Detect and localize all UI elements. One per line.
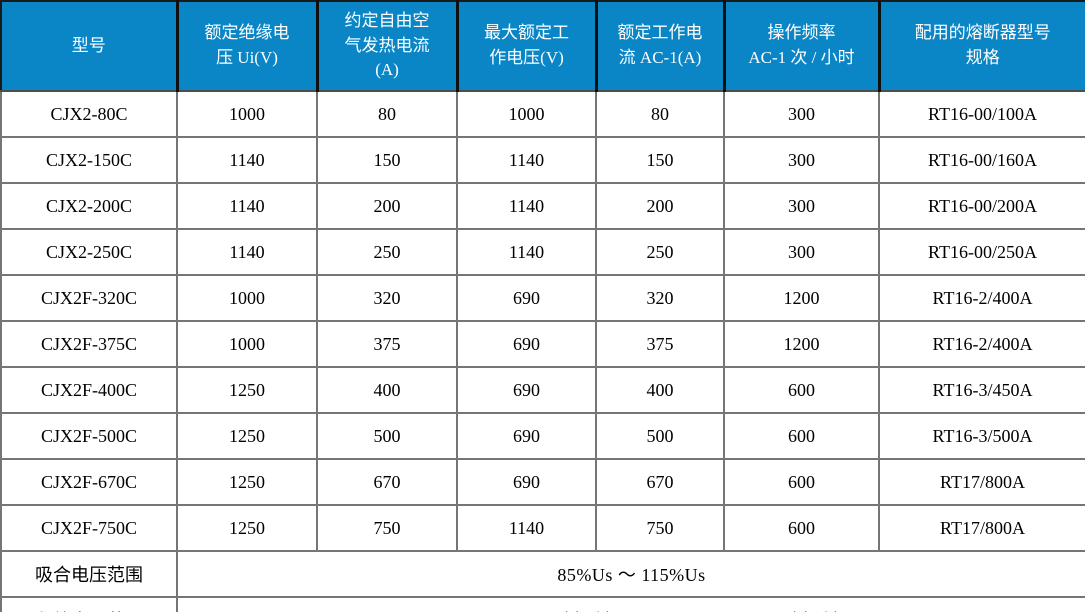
header-row: 型号 额定绝缘电 压 Ui(V) 约定自由空 气发热电流 (A) 最大额定工 作… xyxy=(1,1,1085,92)
operating-frequency-cell: 300 xyxy=(723,228,880,276)
insulation-voltage-cell: 1140 xyxy=(176,228,318,276)
max-working-voltage-cell: 1140 xyxy=(456,504,597,552)
fuse-spec-cell: RT16-00/100A xyxy=(878,90,1085,138)
release-voltage-row: 释放电压范围 20%Us ～ 75%Us（交流）； 10%Us ～ 70%Us（… xyxy=(0,596,1085,612)
operating-frequency-cell: 1200 xyxy=(723,274,880,322)
max-working-voltage-cell: 1140 xyxy=(456,228,597,276)
max-working-voltage-cell: 690 xyxy=(456,412,597,460)
table-row: CJX2F-670C 1250 670 690 670 600 RT17/800… xyxy=(0,458,1085,506)
working-current-cell: 375 xyxy=(595,320,725,368)
table-row: CJX2F-320C 1000 320 690 320 1200 RT16-2/… xyxy=(0,274,1085,322)
operating-frequency-cell: 600 xyxy=(723,412,880,460)
operating-frequency-cell: 600 xyxy=(723,458,880,506)
operating-frequency-cell: 300 xyxy=(723,90,880,138)
insulation-voltage-cell: 1250 xyxy=(176,412,318,460)
max-working-voltage-cell: 690 xyxy=(456,320,597,368)
insulation-voltage-cell: 1140 xyxy=(176,136,318,184)
pickup-voltage-value: 85%Us ～ 115%Us xyxy=(176,550,1085,598)
table-row: CJX2-200C 1140 200 1140 200 300 RT16-00/… xyxy=(0,182,1085,230)
table-row: CJX2F-500C 1250 500 690 500 600 RT16-3/5… xyxy=(0,412,1085,460)
model-cell: CJX2-200C xyxy=(0,182,178,230)
table-row: CJX2F-750C 1250 750 1140 750 600 RT17/80… xyxy=(0,504,1085,552)
fuse-spec-cell: RT17/800A xyxy=(878,504,1085,552)
working-current-cell: 150 xyxy=(595,136,725,184)
model-cell: CJX2F-320C xyxy=(0,274,178,322)
thermal-current-cell: 150 xyxy=(316,136,458,184)
working-current-cell: 670 xyxy=(595,458,725,506)
thermal-current-cell: 80 xyxy=(316,90,458,138)
insulation-voltage-cell: 1250 xyxy=(176,366,318,414)
fuse-spec-cell: RT16-3/450A xyxy=(878,366,1085,414)
insulation-voltage-cell: 1000 xyxy=(176,274,318,322)
fuse-spec-cell: RT16-3/500A xyxy=(878,412,1085,460)
max-working-voltage-cell: 1140 xyxy=(456,182,597,230)
model-cell: CJX2F-375C xyxy=(0,320,178,368)
release-voltage-value: 20%Us ～ 75%Us（交流）； 10%Us ～ 70%Us（直流） xyxy=(176,596,1085,612)
table-row: CJX2-150C 1140 150 1140 150 300 RT16-00/… xyxy=(0,136,1085,184)
col-header-fuse-spec: 配用的熔断器型号 规格 xyxy=(877,1,1085,92)
release-voltage-label: 释放电压范围 xyxy=(0,596,178,612)
table-row: CJX2-250C 1140 250 1140 250 300 RT16-00/… xyxy=(0,228,1085,276)
fuse-spec-cell: RT17/800A xyxy=(878,458,1085,506)
model-cell: CJX2F-400C xyxy=(0,366,178,414)
operating-frequency-cell: 600 xyxy=(723,366,880,414)
operating-frequency-cell: 300 xyxy=(723,136,880,184)
working-current-cell: 750 xyxy=(595,504,725,552)
col-header-max-working-voltage: 最大额定工 作电压(V) xyxy=(455,1,596,92)
table-row: CJX2F-400C 1250 400 690 400 600 RT16-3/4… xyxy=(0,366,1085,414)
fuse-spec-cell: RT16-2/400A xyxy=(878,320,1085,368)
fuse-spec-cell: RT16-00/250A xyxy=(878,228,1085,276)
thermal-current-cell: 250 xyxy=(316,228,458,276)
max-working-voltage-cell: 690 xyxy=(456,458,597,506)
operating-frequency-cell: 300 xyxy=(723,182,880,230)
fuse-spec-cell: RT16-00/160A xyxy=(878,136,1085,184)
working-current-cell: 500 xyxy=(595,412,725,460)
working-current-cell: 400 xyxy=(595,366,725,414)
fuse-spec-cell: RT16-2/400A xyxy=(878,274,1085,322)
model-cell: CJX2-80C xyxy=(0,90,178,138)
col-header-model: 型号 xyxy=(1,1,177,92)
insulation-voltage-cell: 1000 xyxy=(176,90,318,138)
max-working-voltage-cell: 690 xyxy=(456,366,597,414)
insulation-voltage-cell: 1250 xyxy=(176,504,318,552)
thermal-current-cell: 500 xyxy=(316,412,458,460)
model-cell: CJX2F-670C xyxy=(0,458,178,506)
col-header-operating-frequency: 操作频率 AC-1 次 / 小时 xyxy=(722,1,879,92)
thermal-current-cell: 400 xyxy=(316,366,458,414)
pickup-voltage-row: 吸合电压范围 85%Us ～ 115%Us xyxy=(0,550,1085,598)
pickup-voltage-label: 吸合电压范围 xyxy=(0,550,178,598)
operating-frequency-cell: 600 xyxy=(723,504,880,552)
operating-frequency-cell: 1200 xyxy=(723,320,880,368)
col-header-working-current: 额定工作电 流 AC-1(A) xyxy=(594,1,724,92)
max-working-voltage-cell: 1140 xyxy=(456,136,597,184)
fuse-spec-cell: RT16-00/200A xyxy=(878,182,1085,230)
model-cell: CJX2F-500C xyxy=(0,412,178,460)
working-current-cell: 80 xyxy=(595,90,725,138)
table-row: CJX2-80C 1000 80 1000 80 300 RT16-00/100… xyxy=(0,90,1085,138)
col-header-thermal-current: 约定自由空 气发热电流 (A) xyxy=(315,1,457,92)
thermal-current-cell: 750 xyxy=(316,504,458,552)
max-working-voltage-cell: 690 xyxy=(456,274,597,322)
model-cell: CJX2-250C xyxy=(0,228,178,276)
thermal-current-cell: 320 xyxy=(316,274,458,322)
insulation-voltage-cell: 1000 xyxy=(176,320,318,368)
working-current-cell: 250 xyxy=(595,228,725,276)
table-row: CJX2F-375C 1000 375 690 375 1200 RT16-2/… xyxy=(0,320,1085,368)
working-current-cell: 320 xyxy=(595,274,725,322)
model-cell: CJX2F-750C xyxy=(0,504,178,552)
thermal-current-cell: 375 xyxy=(316,320,458,368)
insulation-voltage-cell: 1140 xyxy=(176,182,318,230)
max-working-voltage-cell: 1000 xyxy=(456,90,597,138)
model-cell: CJX2-150C xyxy=(0,136,178,184)
thermal-current-cell: 670 xyxy=(316,458,458,506)
insulation-voltage-cell: 1250 xyxy=(176,458,318,506)
col-header-insulation-voltage: 额定绝缘电 压 Ui(V) xyxy=(175,1,317,92)
thermal-current-cell: 200 xyxy=(316,182,458,230)
working-current-cell: 200 xyxy=(595,182,725,230)
